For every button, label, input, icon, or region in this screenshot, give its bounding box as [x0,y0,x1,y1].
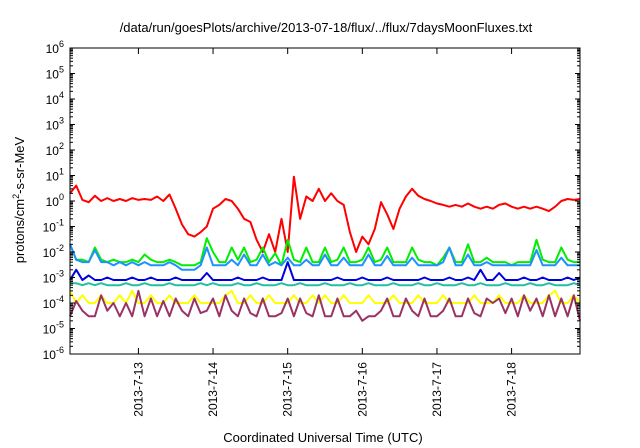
series-line-6 [69,289,581,304]
plot-lines [69,175,581,322]
series-line-1 [69,175,581,253]
y-tick-label: 104 [46,90,64,107]
x-axis-label: Coordinated Universal Time (UTC) [223,430,422,445]
series-line-3 [69,243,580,271]
y-tick-label: 105 [46,65,64,82]
y-tick-label: 10-5 [43,320,64,337]
x-tick-label: 2013-7-15 [281,362,295,417]
y-tick-label: 10-1 [43,218,64,235]
x-tick-label: 2013-7-14 [206,362,220,417]
x-tick-label: 2013-7-18 [505,362,519,417]
y-tick-label: 10-6 [43,345,64,362]
x-axis: 2013-7-13 2013-7-14 2013-7-15 2013-7-16 2013… [131,48,519,417]
y-tick-label: 100 [46,192,64,209]
y-tick-label: 10-2 [43,243,64,260]
series-line-7 [69,289,581,322]
y-tick-label: 10-4 [43,294,64,311]
y-tick-label: 101 [46,167,64,184]
y-tick-label: 102 [46,141,64,158]
y-tick-label: 10-3 [43,269,64,286]
series-line-5 [70,282,581,287]
x-tick-label: 2013-7-16 [355,362,369,417]
x-tick-label: 2013-7-17 [430,362,444,417]
chart-title: /data/run/goesPlots/archive/2013-07-18/f… [120,20,533,35]
y-axis: 10-6 10-5 10-4 10-3 10-2 10-1 100 101 102 103 104 1… [43,39,580,362]
series-line-4 [69,261,581,281]
y-tick-label: 106 [46,39,64,56]
y-tick-label: 103 [46,116,64,133]
x-tick-label: 2013-7-13 [131,362,145,417]
series-line-2 [69,237,580,267]
y-axis-label: protons/cm2-s-sr-MeV [11,136,27,263]
